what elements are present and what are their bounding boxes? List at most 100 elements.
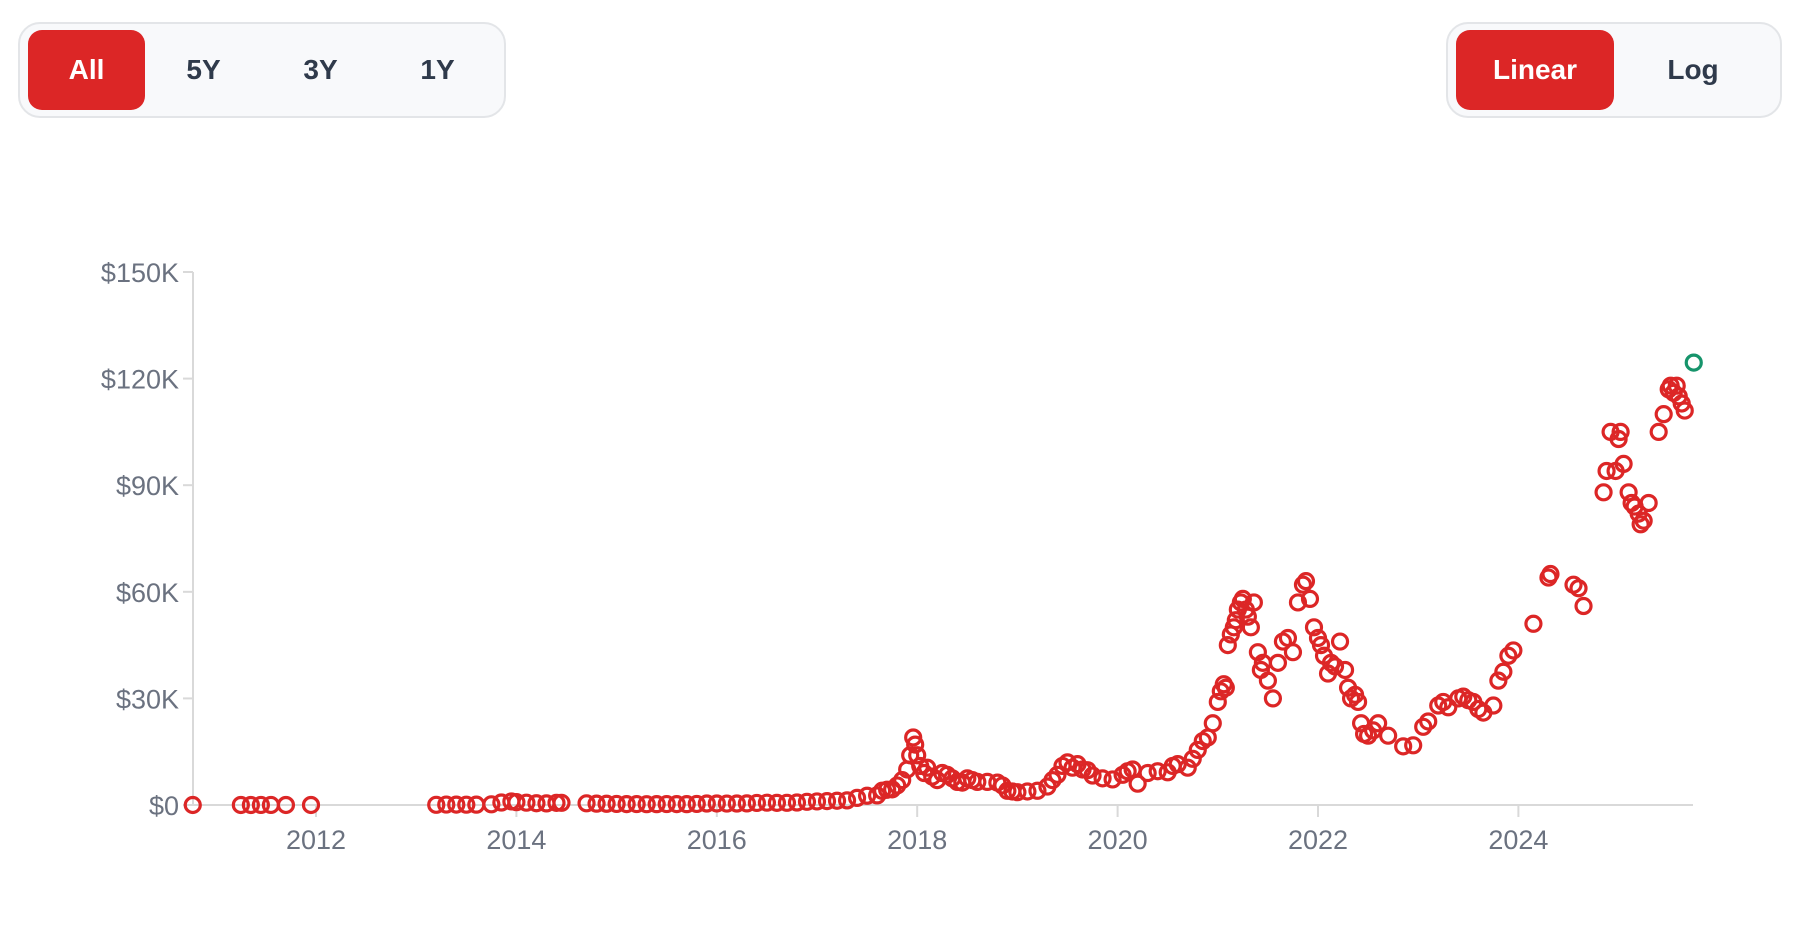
price-point[interactable] (1379, 726, 1398, 745)
price-point[interactable] (1288, 593, 1308, 612)
price-point[interactable] (1018, 782, 1037, 801)
range-5y-button[interactable]: 5Y (186, 54, 221, 85)
range-1y-button[interactable]: 1Y (420, 54, 455, 85)
price-point[interactable] (1614, 454, 1633, 473)
price-point[interactable] (1241, 618, 1260, 637)
price-point[interactable] (552, 793, 571, 812)
price-point[interactable] (1028, 781, 1047, 800)
price-point[interactable] (837, 791, 857, 810)
price-point[interactable] (1639, 493, 1658, 513)
price-point[interactable] (697, 794, 716, 813)
price-point[interactable] (737, 794, 756, 813)
price-point[interactable] (1293, 575, 1313, 594)
price-point[interactable] (1631, 515, 1650, 534)
price-point[interactable] (1569, 579, 1588, 598)
price-point[interactable] (183, 795, 202, 815)
price-point[interactable] (1183, 749, 1202, 768)
price-point[interactable] (1203, 714, 1222, 733)
range-all-button[interactable]: All (28, 30, 145, 110)
price-point[interactable] (617, 795, 636, 814)
price-point[interactable] (1258, 671, 1278, 690)
price-point[interactable] (1611, 422, 1630, 441)
price-point[interactable] (1321, 653, 1341, 672)
price-point[interactable] (1541, 564, 1560, 584)
price-point[interactable] (527, 794, 546, 813)
price-point[interactable] (482, 795, 501, 814)
price-point[interactable] (1226, 611, 1245, 630)
price-point[interactable] (1148, 762, 1167, 781)
price-point[interactable] (1296, 572, 1316, 591)
price-point[interactable] (667, 795, 686, 814)
price-point[interactable] (231, 795, 250, 815)
price-point[interactable] (827, 791, 847, 810)
price-point[interactable] (1634, 511, 1653, 530)
price-point[interactable] (1188, 740, 1207, 760)
price-point[interactable] (1208, 692, 1227, 712)
price-point[interactable] (727, 794, 746, 813)
price-point[interactable] (301, 795, 321, 815)
price-point[interactable] (1414, 717, 1433, 736)
price-point[interactable] (968, 772, 987, 792)
price-point[interactable] (847, 788, 867, 807)
price-point[interactable] (1419, 712, 1438, 731)
price-point[interactable] (707, 794, 726, 813)
price-point[interactable] (1489, 671, 1508, 690)
price-point[interactable] (1594, 483, 1613, 502)
price-point[interactable] (1233, 589, 1252, 609)
price-point[interactable] (1675, 401, 1694, 420)
price-point[interactable] (1439, 698, 1458, 717)
price-point[interactable] (1283, 643, 1303, 662)
price-point[interactable] (1667, 376, 1686, 395)
price-point[interactable] (717, 794, 736, 813)
price-point[interactable] (747, 793, 766, 813)
price-point[interactable] (1138, 763, 1157, 783)
price-point[interactable] (1263, 689, 1283, 708)
price-point[interactable] (507, 793, 526, 812)
price-point[interactable] (797, 792, 817, 811)
price-point[interactable] (918, 758, 937, 777)
price-point[interactable] (807, 792, 827, 811)
price-point[interactable] (1335, 660, 1355, 680)
price-point[interactable] (657, 794, 676, 814)
price-point[interactable] (1394, 737, 1413, 756)
price-point[interactable] (457, 795, 476, 814)
price-point[interactable] (1325, 657, 1345, 676)
price-point[interactable] (597, 794, 616, 813)
price-point[interactable] (1128, 774, 1147, 793)
price-point[interactable] (647, 795, 666, 814)
price-point[interactable] (687, 794, 706, 814)
price-point[interactable] (1103, 770, 1122, 789)
price-point[interactable] (1484, 696, 1503, 715)
latest-price-point[interactable] (1684, 353, 1703, 372)
price-point[interactable] (517, 793, 536, 812)
price-point[interactable] (241, 795, 260, 815)
scale-log-button[interactable]: Log (1667, 54, 1719, 85)
price-point[interactable] (1330, 632, 1350, 651)
price-point[interactable] (817, 791, 837, 811)
price-point[interactable] (1300, 589, 1320, 609)
price-point[interactable] (1268, 653, 1288, 672)
price-point[interactable] (1369, 714, 1388, 733)
price-point[interactable] (888, 776, 907, 795)
price-point[interactable] (1168, 755, 1187, 774)
price-point[interactable] (637, 795, 656, 814)
price-point[interactable] (1499, 646, 1518, 665)
price-point[interactable] (1304, 618, 1324, 637)
price-point[interactable] (906, 735, 925, 754)
price-point[interactable] (1178, 758, 1197, 777)
price-point[interactable] (607, 794, 626, 814)
price-point[interactable] (1358, 726, 1378, 745)
price-point[interactable] (1078, 761, 1097, 780)
price-point[interactable] (447, 795, 466, 814)
price-point[interactable] (427, 795, 446, 814)
price-point[interactable] (276, 795, 296, 815)
price-point[interactable] (1008, 783, 1027, 802)
price-point[interactable] (767, 793, 787, 812)
price-point[interactable] (251, 795, 270, 815)
price-point[interactable] (1597, 461, 1616, 481)
price-point[interactable] (1218, 635, 1237, 655)
price-point[interactable] (787, 793, 807, 812)
price-point[interactable] (1494, 662, 1513, 681)
price-point[interactable] (1348, 692, 1368, 712)
scale-linear-button[interactable]: Linear (1456, 30, 1614, 110)
